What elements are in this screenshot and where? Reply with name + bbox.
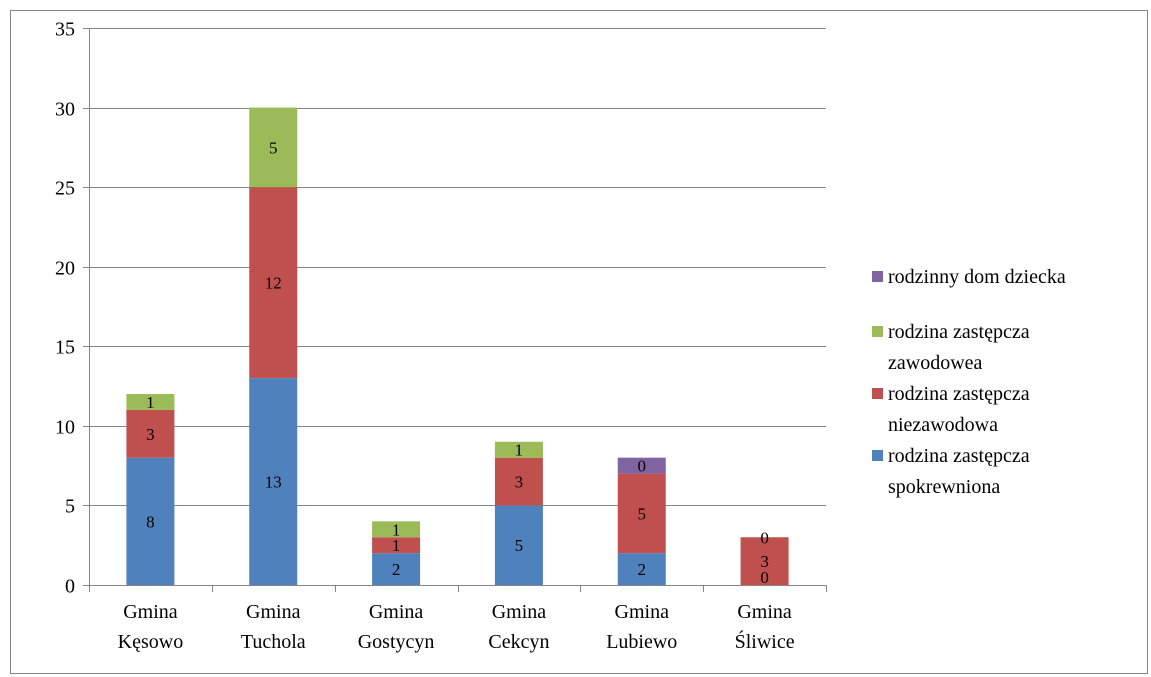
bar-segment — [249, 378, 298, 585]
bar-segment — [126, 409, 175, 458]
bar-segment — [249, 107, 298, 188]
data-label: 1 — [515, 441, 524, 460]
legend-item: rodzina zastępcza spokrewniona — [872, 441, 1142, 503]
y-tick-label: 25 — [55, 178, 75, 200]
bar-segment — [126, 394, 175, 410]
x-category-label: Gmina — [123, 601, 178, 623]
bar-segment — [617, 473, 666, 554]
bar-segment — [617, 457, 666, 474]
data-label: 5 — [638, 504, 647, 523]
y-tick-label: 30 — [55, 99, 75, 121]
data-label: 1 — [392, 520, 401, 539]
data-label: 0 — [760, 528, 769, 547]
data-label: 12 — [265, 274, 282, 293]
grid-layer — [89, 28, 826, 506]
legend-swatch — [872, 326, 883, 337]
data-label: 13 — [265, 473, 282, 492]
data-label: 5 — [515, 536, 524, 555]
y-tick-label: 35 — [55, 19, 75, 41]
legend-label: rodzina zastępcza — [888, 383, 1030, 405]
y-tick-label: 5 — [65, 496, 75, 518]
bar-segment — [372, 521, 421, 538]
y-tick-label: 20 — [55, 258, 75, 280]
data-label: 2 — [392, 560, 401, 579]
y-tick-label: 15 — [55, 337, 75, 359]
bar-segment — [494, 441, 543, 458]
bar-segment — [372, 537, 421, 554]
legend-item: rodzinny dom dziecka — [872, 262, 1142, 293]
chart-legend: rodzinny dom dziecka rodzina zastępcza zaw… — [872, 262, 1142, 503]
bars-layer — [126, 107, 789, 585]
data-label: 8 — [146, 512, 155, 531]
data-label: 5 — [269, 138, 278, 157]
legend-label: spokrewniona — [888, 476, 1001, 498]
bar-segment — [494, 457, 543, 506]
x-category-label: Gmina — [492, 601, 547, 623]
x-category-label: Lubiewo — [606, 631, 677, 653]
bar-segment — [617, 553, 666, 585]
legend-item: rodzina zastępcza niezawodowa — [872, 379, 1142, 441]
data-label: 3 — [515, 473, 524, 492]
x-category-label: Śliwice — [735, 629, 795, 653]
data-label: 1 — [146, 393, 155, 412]
legend-label: rodzinny dom dziecka — [888, 266, 1066, 288]
legend-swatch — [872, 388, 883, 399]
data-label: 1 — [392, 536, 401, 555]
legend-item: rodzina zastępcza zawodowea — [872, 317, 1142, 379]
labels-layer: 05101520253035831GminaKęsowo13125GminaTu… — [55, 19, 795, 654]
x-category-label: Tuchola — [241, 631, 306, 653]
legend-swatch — [872, 271, 883, 282]
data-label: 0 — [638, 457, 647, 476]
bar-segment — [494, 505, 543, 585]
y-tick-label: 0 — [65, 576, 75, 598]
x-category-label: Gmina — [737, 601, 792, 623]
x-category-label: Kęsowo — [118, 631, 184, 653]
bar-segment — [126, 457, 175, 585]
legend-label: zawodowea — [888, 352, 983, 374]
legend-swatch — [872, 450, 883, 461]
legend-label: niezawodowa — [888, 414, 998, 436]
bar-segment — [740, 537, 789, 585]
legend-label: rodzina zastępcza — [888, 321, 1030, 343]
bar-segment — [249, 187, 298, 379]
axes-layer — [83, 28, 827, 592]
x-category-label: Gmina — [246, 601, 301, 623]
data-label: 0 — [760, 568, 769, 587]
data-label: 3 — [760, 552, 769, 571]
data-label: 2 — [638, 560, 647, 579]
x-category-label: Cekcyn — [488, 631, 549, 653]
x-category-label: Gmina — [369, 601, 424, 623]
data-label: 3 — [146, 425, 155, 444]
y-tick-label: 10 — [55, 417, 75, 439]
bar-segment — [372, 553, 421, 585]
x-category-label: Gmina — [615, 601, 670, 623]
legend-label: rodzina zastępcza — [888, 445, 1030, 467]
chart-frame — [10, 10, 1148, 674]
x-category-label: Gostycyn — [358, 631, 435, 653]
